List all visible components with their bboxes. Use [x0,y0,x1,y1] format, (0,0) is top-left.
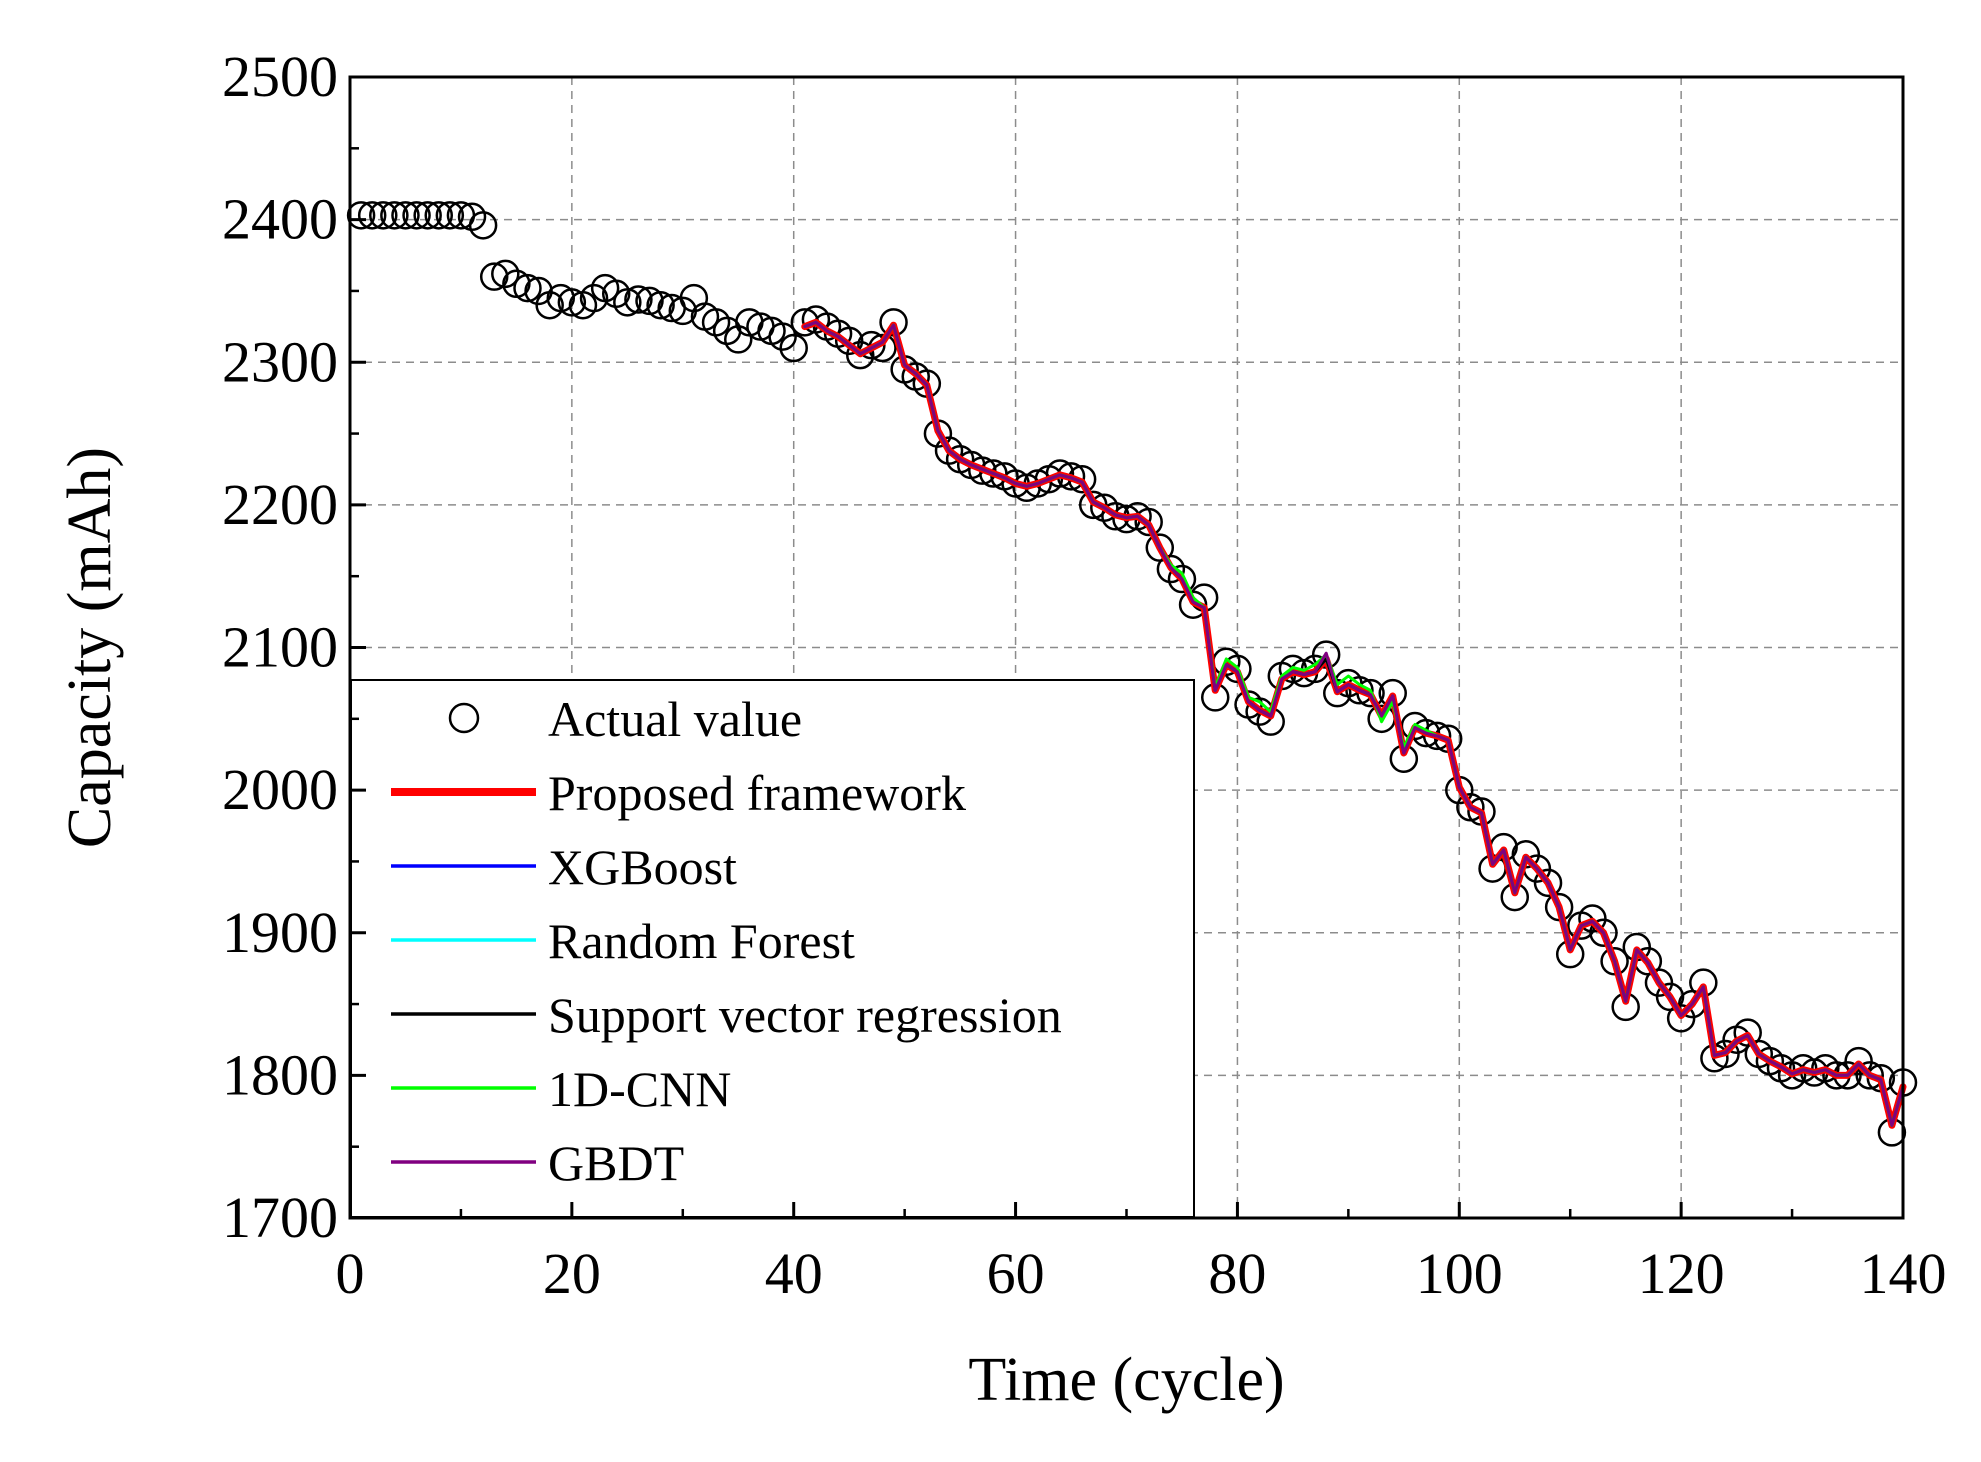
y-tick-label: 1900 [222,900,338,965]
actual-value-point [1578,904,1607,933]
y-tick-label: 2400 [222,187,338,252]
y-tick-label: 1800 [222,1042,338,1107]
x-axis-title: Time (cycle) [968,1346,1284,1414]
actual-value-point [1045,459,1075,488]
series-lines [801,318,1907,1129]
actual-value-point [1533,868,1563,898]
actual-value-point [491,259,520,289]
actual-value-point [1589,918,1618,947]
actual-value-point [1156,554,1186,584]
y-tick-label: 1700 [222,1185,338,1250]
actual-value-point [1134,507,1163,537]
y-tick-label: 2500 [222,44,338,109]
legend-label-actual-value: Actual value [548,691,802,747]
x-tick-label: 20 [543,1241,601,1306]
x-tick-label: 100 [1416,1241,1503,1306]
actual-value-point [479,262,509,291]
actual-value-point [413,201,442,230]
actual-value-point [380,201,409,230]
actual-value-point [646,290,675,320]
actual-value-point [435,201,465,230]
actual-value-point [1844,1046,1873,1076]
x-tick-label: 0 [336,1241,365,1306]
x-tick-label: 120 [1638,1241,1725,1306]
y-tick-label: 2100 [222,615,338,680]
actual-value-point [513,273,542,303]
axes: 0 20 40 60 80 100 120 140 1700 1800 1900 2000 2100 22… [222,44,1947,1306]
actual-value-point [402,201,431,230]
actual-value-point [468,211,498,240]
legend-label-random-forest: Random Forest [548,913,855,969]
actual-value-point [391,201,420,230]
actual-value-point [1345,676,1374,705]
legend-label-1d-cnn: 1D-CNN [548,1061,731,1117]
actual-value-point [369,201,398,230]
actual-value-point [624,285,653,314]
y-axis-title: Capacity (mAh) [56,447,124,848]
actual-value-point [779,333,808,363]
actual-value-point [524,276,553,306]
actual-value-point [1167,564,1197,594]
actual-value-point [846,340,875,370]
actual-value-point [1666,1004,1696,1033]
x-tick-label: 80 [1208,1241,1266,1306]
actual-value-point [424,201,453,230]
actual-value-point [1855,1061,1884,1090]
actual-value-point [1644,968,1674,997]
legend-label-xgboost: XGBoost [548,839,737,895]
legend: Actual value Proposed framework XGBoost Ran… [350,679,1195,1218]
actual-value-point [579,283,609,313]
y-tick-label: 2200 [222,472,338,537]
actual-value-point [613,288,642,317]
x-tick-label: 40 [765,1241,823,1306]
y-tick-label: 2000 [222,757,338,822]
actual-value-point [1323,678,1352,708]
legend-box [350,679,1195,1218]
series-line-gbdt [803,320,1905,1127]
legend-label-support-vector-regression: Support vector regression [548,987,1062,1043]
actual-value-point [357,201,387,230]
legend-label-proposed-framework: Proposed framework [548,765,966,821]
legend-label-gbdt: GBDT [548,1135,684,1191]
legend-marker-actual-value [448,702,480,734]
actual-value-point [834,326,864,356]
y-tick-label: 2300 [222,329,338,394]
actual-value-point [346,201,376,230]
x-tick-label: 60 [987,1241,1045,1306]
x-tick-label: 140 [1860,1241,1947,1306]
actual-value-point [557,288,587,317]
actual-value-point [768,322,797,351]
